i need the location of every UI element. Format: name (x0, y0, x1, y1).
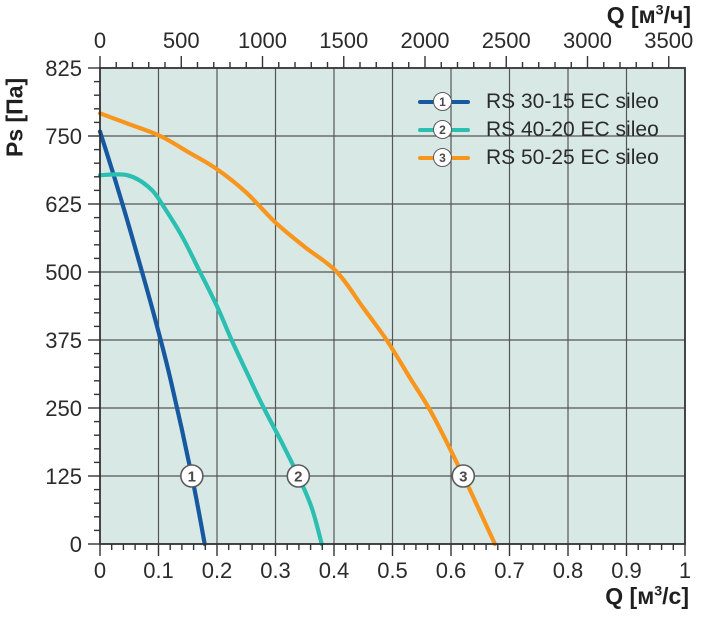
bottom-tick-label-0.8: 0.8 (553, 558, 584, 583)
bottom-tick-label-0.9: 0.9 (611, 558, 642, 583)
legend-sample-3: 3 (416, 145, 472, 170)
bottom-tick-label-0.1: 0.1 (143, 558, 174, 583)
legend-label-1: RS 30-15 EC sileo (486, 89, 659, 113)
top-axis-unit-prefix: Q [м (606, 2, 656, 28)
bottom-tick-label-1: 1 (679, 558, 691, 583)
legend-circle-3: 3 (433, 148, 452, 167)
top-axis-unit-sup: 3 (655, 2, 664, 19)
curve-number-markers: 1 2 3 (180, 464, 476, 488)
top-tick-label-1500: 1500 (319, 28, 368, 53)
legend-item-2: 2 RS 40-20 EC sileo (416, 117, 659, 142)
y-tick-label-750: 750 (45, 124, 82, 149)
y-tick-label-375: 375 (45, 328, 82, 353)
legend-label-3: RS 50-25 EC sileo (486, 145, 659, 169)
legend-circle-2: 2 (433, 120, 452, 139)
gridlines (100, 68, 685, 544)
top-axis-unit-suffix: /ч] (663, 2, 691, 28)
bottom-tick-label-0: 0 (94, 558, 106, 583)
top-tick-label-1000: 1000 (238, 28, 287, 53)
top-tick-label-3000: 3000 (563, 28, 612, 53)
bottom-axis-unit-label: Q [м3/с] (605, 583, 689, 610)
legend-sample-2: 2 (416, 117, 472, 142)
bottom-tick-label-0.6: 0.6 (436, 558, 467, 583)
legend-item-3: 3 RS 50-25 EC sileo (416, 145, 659, 170)
top-tick-label-2500: 2500 (482, 28, 531, 53)
bottom-tick-label-0.7: 0.7 (494, 558, 525, 583)
legend-circle-1: 1 (433, 92, 452, 111)
legend-label-2: RS 40-20 EC sileo (486, 117, 659, 141)
y-tick-label-825: 825 (45, 56, 82, 81)
bottom-tick-label-0.3: 0.3 (260, 558, 291, 583)
top-tick-label-2000: 2000 (401, 28, 450, 53)
curve-marker-1: 1 (188, 469, 196, 486)
bottom-tick-label-0.2: 0.2 (202, 558, 233, 583)
top-tick-label-3500: 3500 (644, 28, 693, 53)
top-tick-label-500: 500 (163, 28, 200, 53)
axis-ticks (88, 56, 686, 556)
y-tick-label-500: 500 (45, 260, 82, 285)
bottom-axis-unit-sup: 3 (654, 583, 663, 600)
bottom-tick-label-0.5: 0.5 (377, 558, 408, 583)
bottom-tick-label-0.4: 0.4 (319, 558, 350, 583)
legend: 1 RS 30-15 EC sileo 2 RS 40-20 EC sileo … (416, 89, 659, 170)
curve-rs-50-25-ec-sileo (97, 111, 497, 547)
y-axis-unit-label: Ps [Па] (1, 77, 28, 157)
legend-item-1: 1 RS 30-15 EC sileo (416, 89, 659, 114)
legend-sample-1: 1 (416, 89, 472, 114)
bottom-axis-unit-suffix: /с] (662, 583, 689, 609)
top-tick-label-0: 0 (94, 28, 106, 53)
y-tick-label-125: 125 (45, 464, 82, 489)
y-tick-label-0: 0 (70, 532, 82, 557)
axis-tick-labels: 0 0.1 0.2 0.3 0.4 0.5 0.6 0.7 0.8 0.9 10 500 1000 150… (45, 28, 693, 583)
curve-marker-3: 3 (459, 469, 467, 486)
y-tick-label-625: 625 (45, 192, 82, 217)
curve-marker-2: 2 (294, 469, 302, 486)
top-axis-unit-label: Q [м3/ч] (607, 2, 691, 29)
bottom-axis-unit-prefix: Q [м (605, 583, 655, 609)
y-tick-label-250: 250 (45, 396, 82, 421)
